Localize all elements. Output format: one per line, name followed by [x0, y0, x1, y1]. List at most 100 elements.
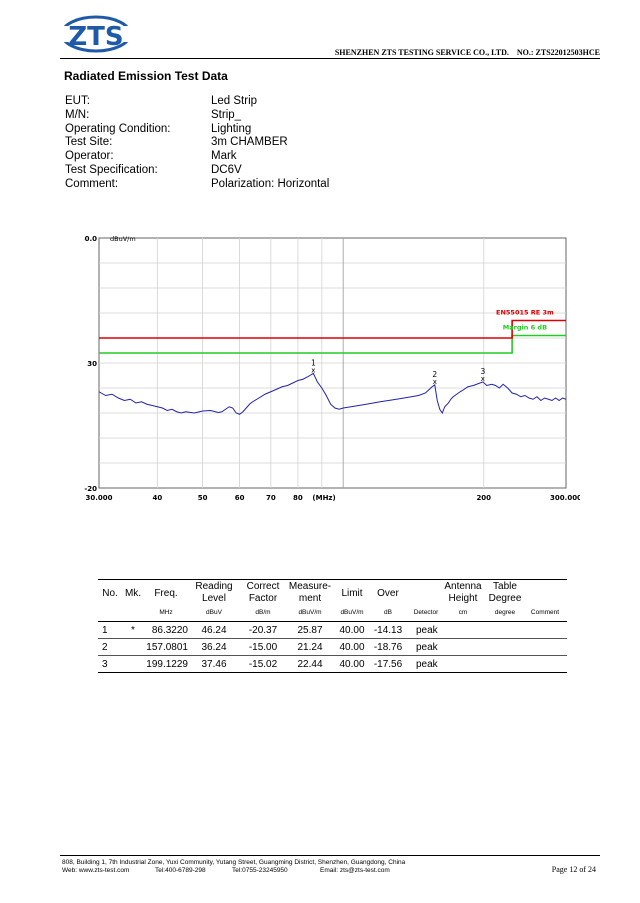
info-value: Led Strip — [211, 95, 258, 107]
table-cell: peak — [416, 642, 438, 653]
company-name: SHENZHEN ZTS TESTING SERVICE CO., LTD. — [334, 48, 509, 57]
x-tick-label: 80 — [293, 494, 303, 502]
test-info: EUT: Led Strip M/N: Strip_ Operating Condi… — [65, 95, 329, 192]
y-tick-label: 30 — [87, 360, 97, 368]
footer-email: Email: zts@zts-test.com — [320, 867, 390, 874]
table-cell: 2 — [102, 642, 108, 653]
footer-tel1: Tel:400-6789-298 — [155, 867, 206, 874]
table-row-rule — [98, 655, 567, 656]
table-header: Measure-ment — [288, 581, 332, 604]
margin-line-label: Margin 6 dB — [503, 323, 547, 331]
x-tick-label: 40 — [152, 494, 162, 502]
info-label: Operator: — [65, 150, 114, 163]
x-tick-label: 50 — [198, 494, 208, 502]
table-header: Over — [377, 588, 399, 599]
table-header: Correct Factor — [246, 581, 280, 604]
table-unit: dBuV/m — [298, 609, 322, 616]
table-cell: 157.0801 — [146, 642, 188, 653]
table-header: Reading Level — [195, 581, 233, 604]
peak-marker-x: x — [433, 378, 437, 386]
table-unit: cm — [458, 609, 468, 616]
table-row-rule — [98, 638, 567, 639]
info-row: M/N: Strip_ — [65, 109, 329, 123]
table-cell: 37.46 — [201, 659, 227, 670]
table-cell: -18.76 — [373, 642, 403, 653]
x-tick-label: 30.000 — [85, 494, 112, 502]
table-cell: 1 — [102, 625, 108, 636]
table-cell: -14.13 — [373, 625, 403, 636]
table-unit: dBuV/m — [340, 609, 364, 616]
limit-line — [99, 319, 566, 339]
results-table: No. Mk. Freq. Reading Level Correct Factor Meas… — [98, 579, 567, 679]
info-row: Comment: Polarization: Horizontal — [65, 178, 329, 192]
table-bottom-rule — [98, 672, 567, 673]
table-unit: MHz — [159, 609, 173, 616]
table-cell: * — [131, 625, 135, 636]
page-number: Page 12 of 24 — [551, 865, 596, 874]
x-tick-label: 200 — [476, 494, 491, 502]
margin-line — [99, 334, 566, 354]
table-header: Freq. — [154, 588, 178, 599]
peak-marker-label: 2 — [432, 370, 437, 379]
info-value: Strip_ — [211, 108, 242, 121]
table-unit: Comment — [530, 609, 560, 616]
table-unit: dB/m — [255, 609, 271, 616]
info-value: Mark — [211, 150, 237, 163]
footer-address: 808, Building 1, 7th Industrial Zone, Yu… — [62, 859, 406, 866]
y-tick-label: -20 — [84, 485, 97, 493]
info-label: Comment: — [65, 177, 119, 190]
header-rule — [60, 58, 600, 59]
y-tick-label: 80.0 — [84, 235, 97, 243]
table-header: No. — [102, 588, 118, 599]
info-row: Operating Condition: Lighting — [65, 123, 329, 137]
table-cell: 86.3220 — [151, 625, 188, 636]
page-title: Radiated Emission Test Data — [64, 69, 228, 83]
emission-trace — [98, 372, 567, 415]
table-cell: -15.02 — [248, 659, 278, 670]
info-row: Operator: Mark — [65, 150, 329, 164]
info-label: EUT: — [65, 95, 90, 107]
table-top-rule — [98, 579, 567, 580]
table-header: Table Degree — [488, 581, 522, 604]
info-row: EUT: Led Strip — [65, 95, 329, 109]
table-unit: Detector — [413, 609, 439, 616]
table-cell: -15.00 — [248, 642, 278, 653]
table-cell: peak — [416, 625, 438, 636]
table-header-rule — [98, 621, 567, 622]
info-row: Test Specification: DC6V — [65, 164, 329, 178]
peak-marker-x: x — [311, 366, 315, 374]
info-label: Operating Condition: — [65, 122, 171, 135]
info-value: Polarization: Horizontal — [211, 177, 330, 190]
table-header: Mk. — [124, 588, 142, 599]
table-cell: -20.37 — [248, 625, 278, 636]
table-unit: dBuV — [206, 609, 222, 616]
info-row: Test Site: 3m CHAMBER — [65, 136, 329, 150]
info-label: Test Site: — [65, 136, 113, 149]
table-header: Antenna Height — [444, 581, 482, 604]
x-axis-label: (MHz) — [312, 494, 335, 502]
x-tick-label: 300.000 — [550, 494, 580, 502]
table-cell: 21.24 — [297, 642, 323, 653]
table-cell: 40.00 — [339, 642, 365, 653]
report-number: NO.: ZTS22012503HCE — [516, 48, 600, 57]
info-value: 3m CHAMBER — [211, 136, 288, 149]
info-label: Test Specification: — [65, 163, 158, 176]
x-tick-label: 60 — [235, 494, 245, 502]
footer-web: Web: www.zts-test.com — [62, 867, 130, 874]
zts-logo: ZTS — [60, 15, 132, 53]
info-value: DC6V — [211, 163, 242, 176]
table-cell: 22.44 — [297, 659, 323, 670]
info-value: Lighting — [211, 122, 252, 135]
table-cell: 46.24 — [201, 625, 227, 636]
peak-marker-label: 3 — [480, 367, 485, 376]
logo-lettering: ZTS — [68, 22, 123, 52]
x-tick-label: 70 — [266, 494, 276, 502]
table-cell: 3 — [102, 659, 108, 670]
table-cell: peak — [416, 659, 438, 670]
table-cell: 25.87 — [297, 625, 323, 636]
table-cell: 36.24 — [201, 642, 227, 653]
table-cell: -17.56 — [373, 659, 403, 670]
table-unit: dB — [384, 609, 392, 616]
table-cell: 199.1229 — [146, 659, 188, 670]
